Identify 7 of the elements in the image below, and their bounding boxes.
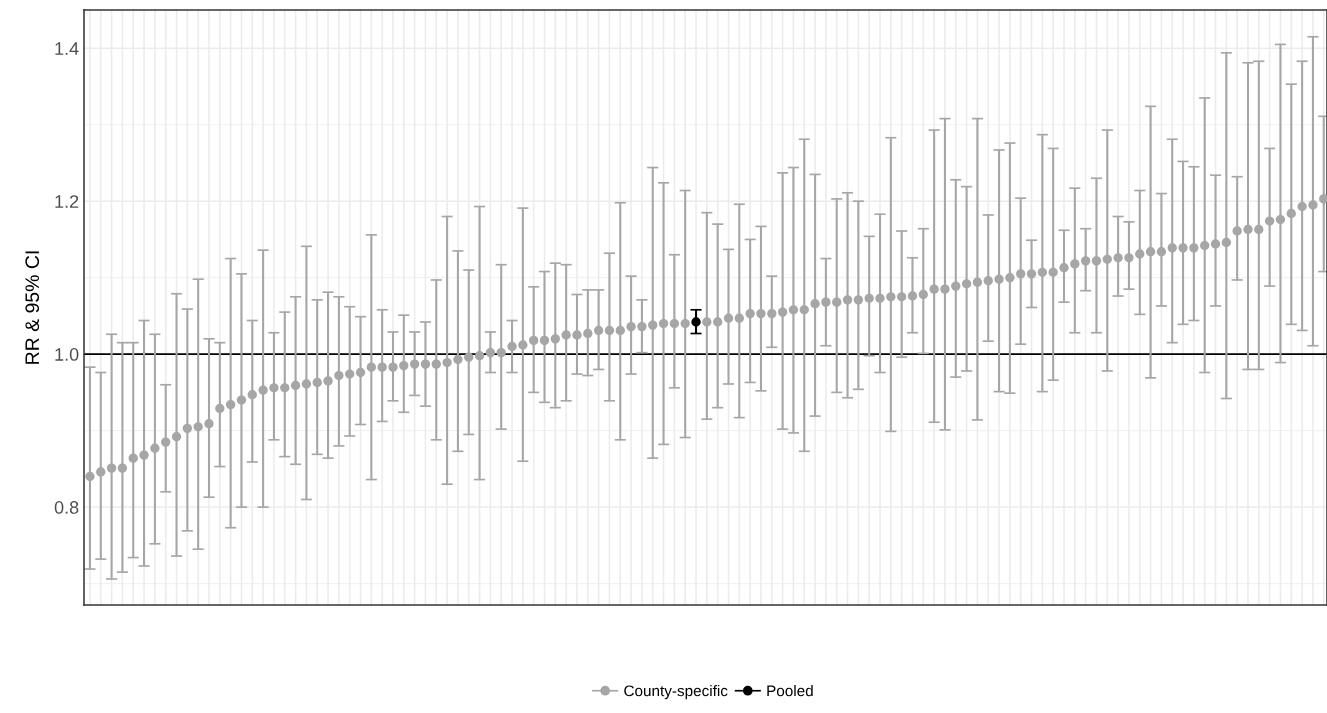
legend-label: County-specific (624, 685, 728, 700)
y-tick-label: 1.2 (55, 195, 79, 208)
y-axis-title: RR & 95% CI (25, 251, 40, 364)
y-tick-label: 1.0 (55, 348, 79, 361)
legend-label: Pooled (767, 685, 813, 697)
y-tick-label: 1.4 (55, 42, 79, 55)
y-tick-label: 0.8 (54, 501, 79, 514)
